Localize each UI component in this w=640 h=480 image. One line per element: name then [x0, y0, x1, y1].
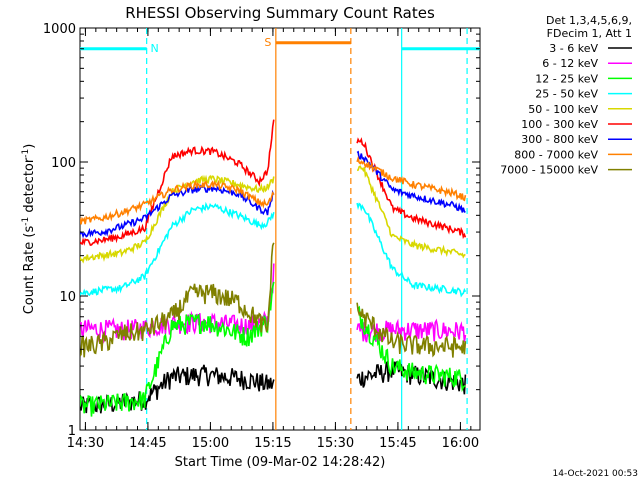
series-line — [80, 155, 467, 225]
y-tick-label: 100 — [51, 156, 76, 171]
x-tick-label: 14:30 — [67, 436, 104, 451]
legend-label: 800 - 7000 keV — [514, 148, 598, 161]
y-axis-label-sup1: -1 — [21, 217, 31, 226]
x-tick-label: 14:45 — [129, 436, 166, 451]
x-tick-label: 15:45 — [379, 436, 416, 451]
legend-header-line-2: FDecim 1, Att 1 — [547, 27, 632, 40]
legend: Det 1,3,4,5,6,9, FDecim 1, Att 1 3 - 6 k… — [500, 14, 632, 177]
legend-label: 3 - 6 keV — [549, 42, 598, 55]
legend-label: 300 - 800 keV — [521, 133, 598, 146]
legend-label: 7000 - 15000 keV — [500, 164, 598, 177]
saa-flag-label: S — [264, 36, 271, 49]
x-tick-label: 15:30 — [317, 436, 354, 451]
x-tick-label: 15:15 — [254, 436, 291, 451]
y-axis-label: Count Rate (s-1 detector-1) — [21, 144, 37, 315]
legend-label: 100 - 300 keV — [521, 118, 598, 131]
plot-area: N S 1 10 100 1000 14:30 14:45 15:00 15:15 15:30 1… — [43, 22, 481, 451]
x-tick-label: 16:00 — [442, 436, 479, 451]
legend-label: 12 - 25 keV — [535, 72, 598, 85]
series-line — [80, 201, 467, 298]
plot-frame — [79, 27, 481, 431]
legend-label: 6 - 12 keV — [542, 57, 598, 70]
legend-label: 50 - 100 keV — [528, 103, 598, 116]
chart-title: RHESSI Observing Summary Count Rates — [125, 4, 435, 22]
y-axis-label-sup2: -1 — [21, 149, 31, 158]
y-axis-label-mid: detector — [22, 157, 37, 217]
night-flag-label: N — [151, 42, 159, 55]
y-axis-label-suffix: ) — [22, 144, 37, 149]
y-tick-label: 1 — [68, 424, 76, 439]
legend-header-line-1: Det 1,3,4,5,6,9, — [546, 14, 632, 27]
series-line — [80, 281, 466, 417]
x-tick-label: 15:00 — [192, 436, 229, 451]
x-axis-label: Start Time (09-Mar-02 14:28:42) — [175, 455, 386, 470]
series-line — [80, 242, 467, 358]
series-line — [80, 165, 466, 264]
footer-timestamp: 14-Oct-2021 00:53 — [553, 469, 638, 479]
y-tick-label: 1000 — [43, 22, 76, 37]
y-tick-label: 10 — [59, 290, 76, 305]
y-axis-label-prefix: Count Rate (s — [22, 226, 37, 315]
legend-label: 25 - 50 keV — [535, 88, 598, 101]
